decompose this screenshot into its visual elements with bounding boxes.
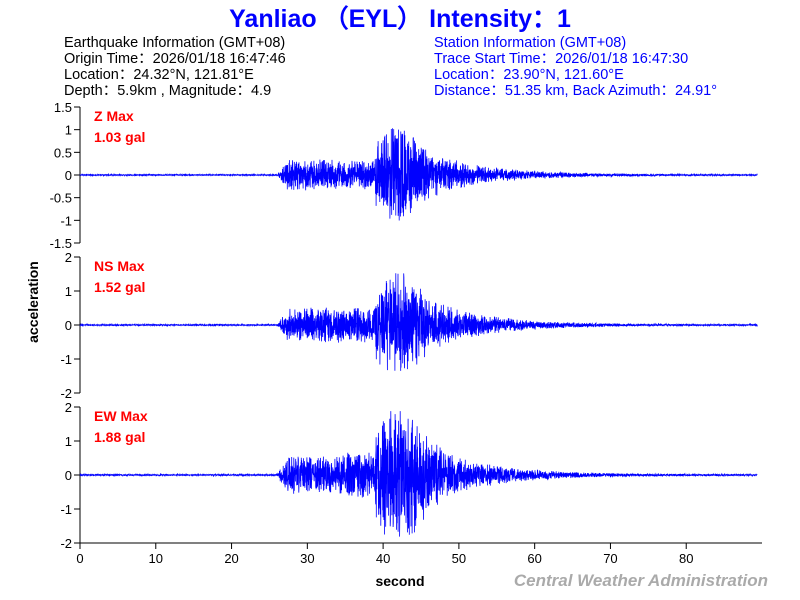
epicenter-location: Location：24.32°N, 121.81°E	[64, 67, 254, 83]
waveform-trace-ew	[79, 411, 758, 537]
y-tick-label: 2	[65, 400, 72, 415]
y-tick-label: 0	[65, 318, 72, 333]
station-info: Station Information (GMT+08) Trace Start…	[434, 35, 717, 99]
chart-title: Yanliao （EYL） Intensity：1	[229, 4, 571, 33]
depth-magnitude: Depth：5.9km , Magnitude：4.9	[64, 83, 271, 99]
x-tick-label: 80	[679, 551, 693, 566]
x-tick-label: 50	[452, 551, 466, 566]
x-axis: 0 10 20 30 40 50 60 70 80	[76, 542, 762, 566]
y-tick-label: 1	[65, 434, 72, 449]
y-tick-label: 2	[65, 250, 72, 265]
station-info-heading: Station Information (GMT+08)	[434, 35, 626, 51]
x-tick-label: 30	[300, 551, 314, 566]
y-tick-label: 1	[65, 123, 72, 138]
x-tick-label: 70	[603, 551, 617, 566]
x-tick-label: 10	[149, 551, 163, 566]
panel-ns: -2 -1 0 1 2 NS Max 1.52 gal	[60, 250, 758, 401]
x-tick-label: 40	[376, 551, 390, 566]
x-tick-label: 60	[527, 551, 541, 566]
panels-layer: -1.5 -1 -0.5 0 0.5 1 1.5 Z Max 1.03 gal -2 -1 0 1 2 NS…	[50, 100, 758, 551]
y-tick-label: 1.5	[54, 100, 72, 115]
station-location: Location：23.90°N, 121.60°E	[434, 67, 624, 83]
max-value-label: 1.88 gal	[94, 429, 145, 445]
trace-start-time: Trace Start Time：2026/01/18 16:47:30	[434, 51, 688, 67]
panel-z: -1.5 -1 -0.5 0 0.5 1 1.5 Z Max 1.03 gal	[50, 100, 758, 251]
y-tick-label: 0.5	[54, 145, 72, 160]
y-tick-label: -1.5	[50, 236, 72, 251]
max-value-label: 1.52 gal	[94, 279, 145, 295]
y-tick-label: 0	[65, 468, 72, 483]
waveform-trace-z	[79, 128, 758, 221]
x-tick-label: 0	[76, 551, 83, 566]
y-tick-label: 0	[65, 168, 72, 183]
distance-azimuth: Distance：51.35 km, Back Azimuth：24.91°	[434, 83, 717, 99]
y-tick-label: -1	[60, 213, 72, 228]
max-component-label: EW Max	[94, 408, 148, 424]
y-tick-label: -1	[60, 352, 72, 367]
max-component-label: Z Max	[94, 108, 134, 124]
x-tick-label: 20	[224, 551, 238, 566]
waveform-trace-ns	[79, 273, 758, 371]
earthquake-info-heading: Earthquake Information (GMT+08)	[64, 35, 285, 51]
credit-label: Central Weather Administration	[514, 571, 768, 590]
earthquake-info: Earthquake Information (GMT+08) Origin T…	[64, 35, 286, 99]
max-value-label: 1.03 gal	[94, 129, 145, 145]
y-tick-label: 1	[65, 284, 72, 299]
y-tick-label: -2	[60, 536, 72, 551]
y-tick-label: -2	[60, 386, 72, 401]
y-axis-label: acceleration	[25, 261, 41, 343]
x-axis-label: second	[375, 573, 424, 589]
y-tick-label: -0.5	[50, 191, 72, 206]
panel-ew: -2 -1 0 1 2 EW Max 1.88 gal	[60, 400, 758, 551]
y-tick-label: -1	[60, 502, 72, 517]
max-component-label: NS Max	[94, 258, 145, 274]
origin-time: Origin Time：2026/01/18 16:47:46	[64, 51, 286, 67]
